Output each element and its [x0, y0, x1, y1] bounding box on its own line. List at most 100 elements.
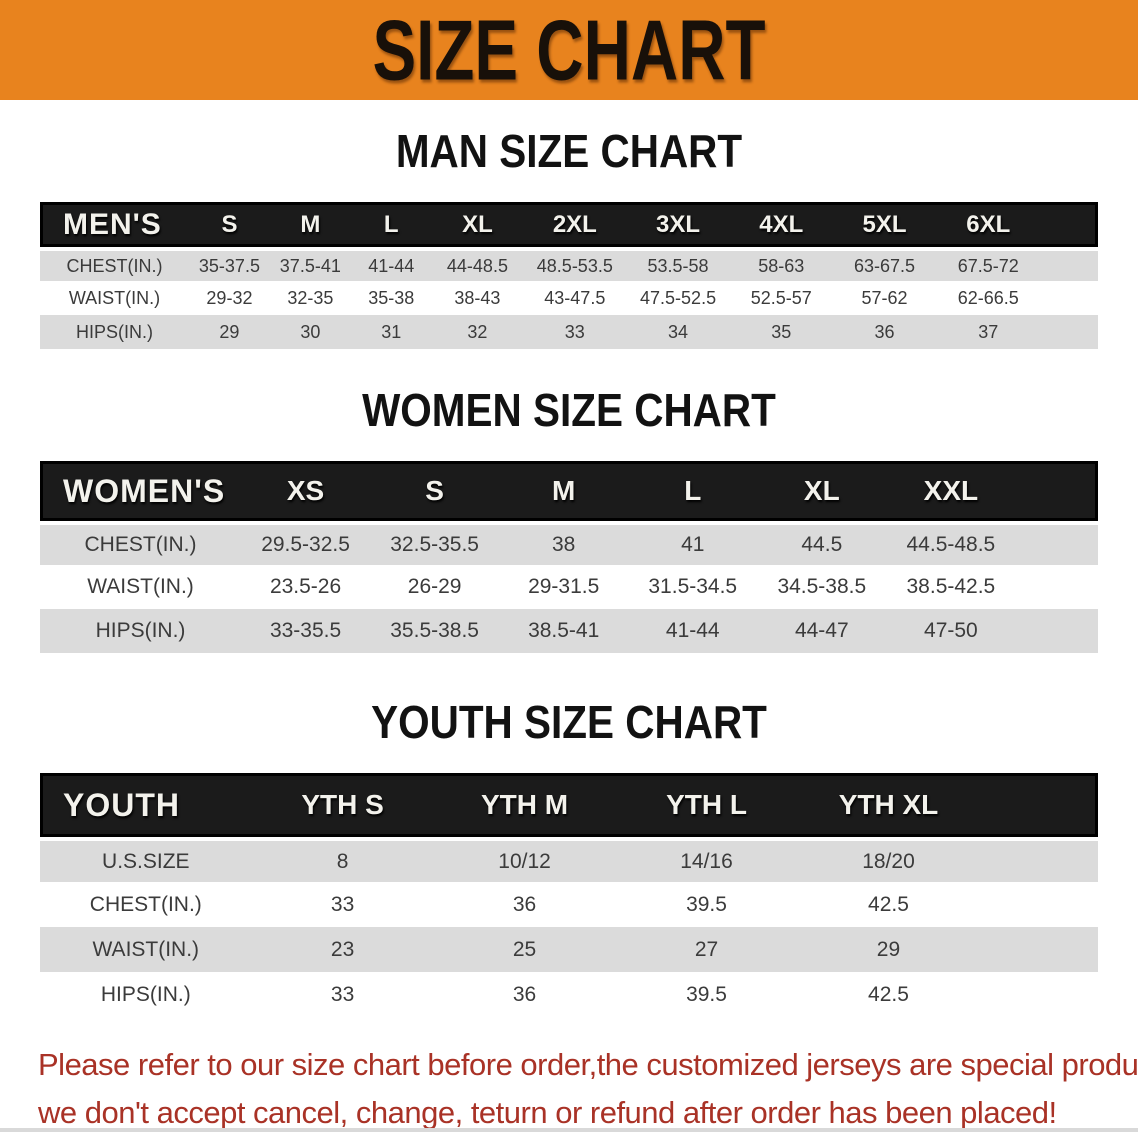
youth-row-waistin.: WAIST(IN.) 23 25 27 29: [40, 927, 1098, 972]
size-value-cell: 37: [936, 315, 1041, 349]
size-value-cell: 44.5-48.5: [886, 521, 1016, 565]
row-label: U.S.SIZE: [40, 837, 252, 882]
youth-table-head: YOUTH YTH S YTH M YTH L YTH XL: [40, 773, 1098, 837]
size-value-cell: 57-62: [832, 281, 937, 315]
size-value-cell: 41-44: [628, 609, 758, 653]
size-value-cell: 14/16: [615, 837, 798, 882]
women-header-spacer: [1015, 461, 1098, 521]
men-row-hipsin.: HIPS(IN.) 29 30 31 32 33 34 35 36 37: [40, 315, 1098, 349]
women-column-header-xs: XS: [241, 461, 371, 521]
size-value-cell: 33-35.5: [241, 609, 371, 653]
size-value-cell: 67.5-72: [936, 247, 1041, 281]
men-column-header-l: L: [350, 202, 432, 247]
size-value-cell: 58-63: [729, 247, 833, 281]
size-chart-sections: MAN SIZE CHART MEN'S S M L XL 2XL 3XL 4XL 5XL 6XL C…: [0, 128, 1138, 1017]
row-label: HIPS(IN.): [40, 315, 189, 349]
women-table-body: CHEST(IN.) 29.5-32.5 32.5-35.5 38 41 44.5 44.5…: [40, 521, 1098, 653]
size-value-cell: 38: [499, 521, 629, 565]
size-value-cell: 26-29: [370, 565, 500, 609]
youth-row-hipsin.: HIPS(IN.) 33 36 39.5 42.5: [40, 972, 1098, 1017]
size-value-cell: 33: [523, 315, 627, 349]
size-value-cell: 38.5-41: [499, 609, 629, 653]
size-value-cell: 35-37.5: [189, 247, 270, 281]
size-value-cell: 47-50: [886, 609, 1016, 653]
row-label: CHEST(IN.): [40, 247, 189, 281]
size-value-cell: 63-67.5: [832, 247, 937, 281]
size-value-cell: 18/20: [797, 837, 980, 882]
women-header-row: WOMEN'S XS S M L XL XXL: [40, 461, 1098, 521]
size-value-cell: 33: [251, 882, 434, 927]
men-row-waistin.: WAIST(IN.) 29-32 32-35 35-38 38-43 43-47.5 47.…: [40, 281, 1098, 315]
size-value-cell: 42.5: [797, 882, 980, 927]
disclaimer: Please refer to our size chart before or…: [0, 1041, 1138, 1132]
youth-column-header-yth-l: YTH L: [615, 773, 798, 837]
row-label: HIPS(IN.): [40, 609, 242, 653]
men-column-header-xl: XL: [431, 202, 524, 247]
banner-title: SIZE CHART: [372, 2, 766, 98]
row-label: CHEST(IN.): [40, 882, 252, 927]
disclaimer-line-2: we don't accept cancel, change, teturn o…: [38, 1095, 1057, 1131]
men-row-chestin.: CHEST(IN.) 35-37.5 37.5-41 41-44 44-48.5 48.5…: [40, 247, 1098, 281]
size-value-cell: 8: [251, 837, 434, 882]
row-label: WAIST(IN.): [40, 281, 189, 315]
size-value-cell: 29.5-32.5: [241, 521, 371, 565]
size-value-cell: 35: [729, 315, 833, 349]
youth-header-spacer: [979, 773, 1098, 837]
youth-size-chart-heading: YOUTH SIZE CHART: [371, 696, 767, 748]
men-size-table: MEN'S S M L XL 2XL 3XL 4XL 5XL 6XL CHEST(IN.) 35-37…: [40, 202, 1098, 349]
bottom-divider: [0, 1128, 1138, 1132]
row-spacer: [1015, 521, 1098, 565]
size-value-cell: 38-43: [431, 281, 524, 315]
women-column-header-l: L: [628, 461, 758, 521]
size-value-cell: 32: [431, 315, 524, 349]
size-value-cell: 36: [433, 882, 616, 927]
size-value-cell: 30: [269, 315, 351, 349]
size-value-cell: 29-32: [189, 281, 270, 315]
men-column-header-5xl: 5XL: [832, 202, 937, 247]
size-value-cell: 37.5-41: [269, 247, 351, 281]
size-value-cell: 35-38: [350, 281, 432, 315]
women-corner-label: WOMEN'S: [40, 461, 242, 521]
row-spacer: [1015, 565, 1098, 609]
women-column-header-xxl: XXL: [886, 461, 1016, 521]
disclaimer-line-1: Please refer to our size chart before or…: [38, 1047, 1138, 1082]
row-spacer: [1040, 315, 1098, 349]
men-column-header-3xl: 3XL: [626, 202, 730, 247]
men-column-header-6xl: 6XL: [936, 202, 1041, 247]
size-value-cell: 44-47: [757, 609, 887, 653]
size-value-cell: 35.5-38.5: [370, 609, 500, 653]
size-value-cell: 41: [628, 521, 758, 565]
row-label: HIPS(IN.): [40, 972, 252, 1017]
youth-row-u.s.size: U.S.SIZE 8 10/12 14/16 18/20: [40, 837, 1098, 882]
women-table-head: WOMEN'S XS S M L XL XXL: [40, 461, 1098, 521]
size-value-cell: 43-47.5: [523, 281, 627, 315]
size-value-cell: 10/12: [433, 837, 616, 882]
size-value-cell: 48.5-53.5: [523, 247, 627, 281]
men-table-head: MEN'S S M L XL 2XL 3XL 4XL 5XL 6XL: [40, 202, 1098, 247]
size-value-cell: 36: [832, 315, 937, 349]
row-label: CHEST(IN.): [40, 521, 242, 565]
row-label: WAIST(IN.): [40, 565, 242, 609]
youth-header-row: YOUTH YTH S YTH M YTH L YTH XL: [40, 773, 1098, 837]
size-value-cell: 23: [251, 927, 434, 972]
size-value-cell: 44.5: [757, 521, 887, 565]
size-value-cell: 39.5: [615, 972, 798, 1017]
row-spacer: [979, 837, 1098, 882]
women-column-header-m: M: [499, 461, 629, 521]
size-chart-banner: SIZE CHART: [0, 0, 1138, 100]
youth-row-chestin.: CHEST(IN.) 33 36 39.5 42.5: [40, 882, 1098, 927]
size-value-cell: 31: [350, 315, 432, 349]
men-table-body: CHEST(IN.) 35-37.5 37.5-41 41-44 44-48.5 48.5…: [40, 247, 1098, 349]
men-column-header-4xl: 4XL: [729, 202, 833, 247]
women-column-header-s: S: [370, 461, 500, 521]
women-column-header-xl: XL: [757, 461, 887, 521]
size-value-cell: 23.5-26: [241, 565, 371, 609]
size-value-cell: 25: [433, 927, 616, 972]
men-column-header-m: M: [269, 202, 351, 247]
size-value-cell: 42.5: [797, 972, 980, 1017]
row-spacer: [1015, 609, 1098, 653]
size-value-cell: 29: [189, 315, 270, 349]
row-spacer: [979, 972, 1098, 1017]
youth-size-table: YOUTH YTH S YTH M YTH L YTH XL U.S.SIZE 8 10/12…: [40, 773, 1098, 1017]
women-size-chart-heading: WOMEN SIZE CHART: [362, 384, 776, 436]
